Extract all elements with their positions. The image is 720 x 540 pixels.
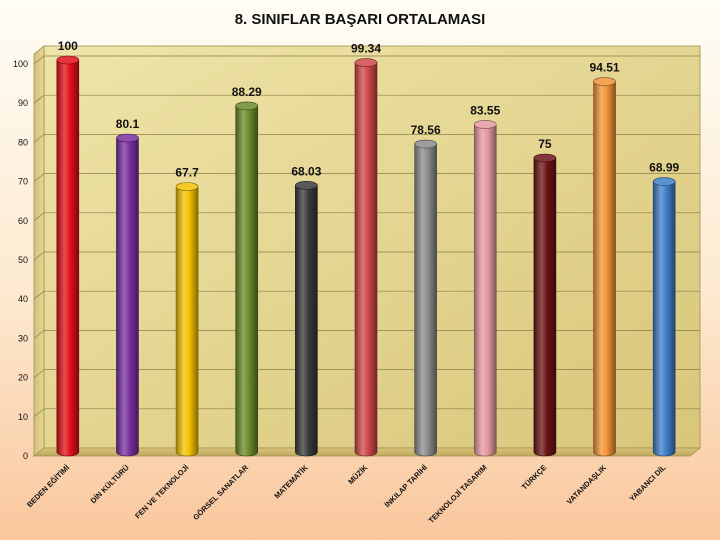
bar [116,137,139,457]
grid-line-side [33,212,45,222]
y-tick-label: 100 [13,59,28,69]
y-tick-label: 20 [18,373,28,383]
y-tick-label: 80 [18,137,28,147]
y-tick-label: 10 [18,412,28,422]
data-label: 83.55 [470,103,500,117]
x-tick-label: İNKILAP TARİHİ [383,463,429,509]
x-tick-label: TÜRKÇE [520,463,548,491]
bar-top [354,58,378,67]
bar-top [295,181,318,190]
grid-line-side [33,55,45,65]
bar-top [56,55,80,65]
bar [533,157,557,457]
bar [652,181,676,457]
y-tick-label: 40 [18,294,28,304]
bar [354,62,378,457]
bar [56,59,80,457]
bar-top [533,153,557,163]
x-tick-label: MÜZİK [346,463,370,487]
data-label: 75 [538,137,552,151]
data-label: 88.29 [232,85,262,99]
data-label: 99.34 [351,42,381,56]
grid-line-side [33,94,45,104]
x-tick-label: DİN KÜLTÜRÜ [89,463,131,505]
data-labels: 100 80.1 67.7 88.29 68.03 99.34 78.56 83.55 75 94… [58,39,680,180]
data-label: 78.56 [411,123,441,137]
y-tick-label: 50 [18,255,28,265]
x-tick-label: YABANCI DİL [628,463,668,503]
bar-top [414,139,437,149]
data-label: 94.51 [590,61,620,75]
bar-top [116,133,139,143]
data-label: 100 [58,39,78,53]
y-axis: 0 10 20 30 40 50 60 70 80 90 100 [13,59,28,461]
grid-line-side [33,251,45,261]
bar [593,81,616,457]
bar [235,105,259,457]
data-label: 67.7 [175,166,199,180]
grid-line-side [33,369,45,378]
bar-top [235,101,259,111]
grid-line-side [33,173,45,182]
bar [473,124,497,457]
chart-title: 8. SINIFLAR BAŞARI ORTALAMASI [235,11,486,28]
y-tick-label: 70 [18,177,28,187]
bar-top [593,77,616,86]
bar [295,185,318,457]
x-tick-label: VATANDAŞLIK [565,463,609,507]
bar-top [175,182,199,191]
x-axis: BEDEN EĞİTİMİ DİN KÜLTÜRÜ FEN VE TEKNOLOJİ… [25,463,668,525]
bars [56,55,676,457]
x-tick-label: TEKNOLOJİ TASARIM [427,463,489,525]
side-wall [33,45,45,457]
y-tick-label: 90 [18,98,28,108]
data-label: 68.03 [291,164,321,178]
grid-line-side [33,330,45,339]
grid-line-side [33,290,45,300]
bar-top [652,177,676,186]
bar-top [473,120,497,129]
y-tick-label: 30 [18,333,28,343]
y-tick-label: 0 [23,451,28,461]
y-tick-label: 60 [18,216,28,226]
data-label: 68.99 [649,161,679,175]
bar [175,186,199,457]
grid-line-side [33,134,45,143]
bar [414,143,437,457]
x-tick-label: MATEMATİK [272,463,310,501]
x-tick-label: BEDEN EĞİTİMİ [25,463,71,509]
grid-line-side [33,408,45,418]
data-label: 80.1 [116,117,140,131]
x-tick-label: GÖRSEL SANATLAR [191,463,250,522]
x-tick-label: FEN VE TEKNOLOJİ [133,463,190,520]
